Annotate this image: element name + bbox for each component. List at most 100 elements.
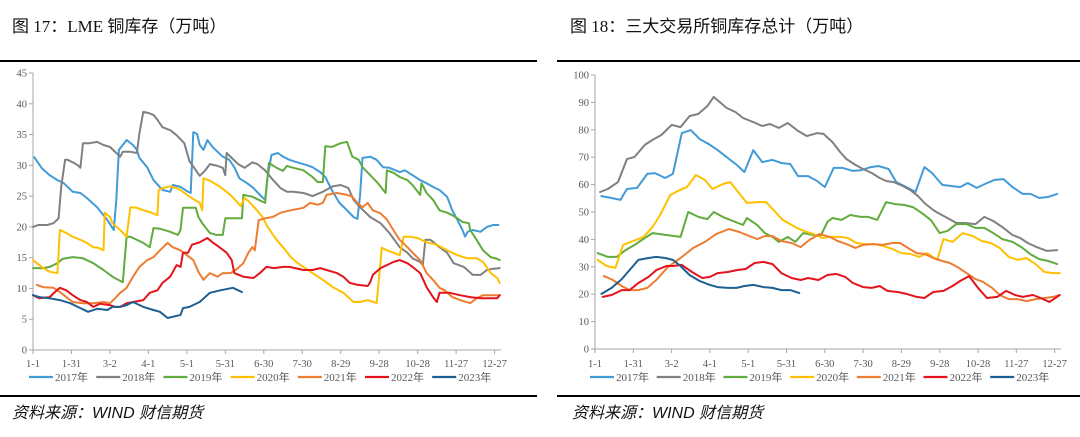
series-line-2017 — [600, 129, 1059, 201]
figure-18-bottom-rule — [557, 395, 1080, 397]
legend-item: 2020年 — [230, 370, 290, 384]
y-tick-label: 80 — [579, 125, 590, 136]
y-tick-label: 100 — [573, 71, 589, 82]
legend-item: 2021年 — [856, 370, 916, 384]
legend-item: 2021年 — [297, 370, 357, 384]
legend-label: 2018年 — [683, 370, 716, 384]
legend-item: 2019年 — [723, 370, 782, 384]
legend-item: 2019年 — [163, 370, 222, 384]
series-line-2018 — [599, 95, 1059, 252]
series-line-2018 — [32, 110, 501, 276]
legend-item: 2018年 — [96, 370, 155, 384]
y-tick-label: 40 — [17, 99, 28, 110]
series-line-2022 — [32, 237, 501, 308]
y-tick-label: 90 — [579, 98, 590, 109]
y-tick-label: 15 — [17, 253, 28, 264]
y-tick-label: 20 — [579, 290, 590, 301]
y-tick-label: 45 — [17, 69, 28, 80]
legend: 2017年 2018年 2019年 2020年 2021年 2022年 2023年 — [29, 370, 491, 384]
legend-label: 2021年 — [883, 370, 916, 384]
x-tick-label: 5-31 — [216, 359, 235, 370]
series-group — [596, 95, 1061, 303]
legend-label: 2023年 — [458, 370, 491, 384]
y-tick-label: 60 — [579, 180, 590, 191]
x-tick-label: 1-1 — [26, 359, 40, 370]
x-tick-label: 5-1 — [180, 359, 194, 370]
series-line-2021 — [35, 192, 501, 305]
x-tick-label: 6-30 — [254, 359, 273, 370]
x-tick-label: 1-1 — [588, 359, 602, 370]
x-tick-label: 3-2 — [665, 359, 679, 370]
x-tick-label: 8-29 — [331, 359, 350, 370]
x-tick-label: 5-31 — [777, 359, 796, 370]
x-tick-label: 10-28 — [405, 359, 430, 370]
legend-label: 2019年 — [749, 370, 782, 384]
series-line-2020 — [32, 177, 501, 305]
legend-label: 2018年 — [122, 370, 155, 384]
series-group — [32, 110, 501, 319]
legend-item: 2017年 — [590, 370, 649, 384]
legend-item: 2023年 — [432, 370, 491, 384]
x-tick-label: 12-27 — [482, 359, 507, 370]
legend-item: 2020年 — [790, 370, 849, 384]
series-line-2023 — [32, 286, 243, 319]
x-tick-label: 1-31 — [624, 359, 643, 370]
legend-item: 2022年 — [923, 370, 983, 384]
x-tick-label: 8-29 — [892, 359, 911, 370]
legend-item: 2023年 — [990, 370, 1049, 384]
x-tick-label: 12-27 — [1042, 359, 1067, 370]
series-line-2023 — [600, 255, 801, 295]
legend-label: 2017年 — [616, 370, 649, 384]
figure-18-top-rule — [557, 60, 1080, 62]
legend-label: 2022年 — [391, 370, 424, 384]
x-tick-label: 1-31 — [62, 359, 81, 370]
y-tick-label: 40 — [579, 235, 590, 246]
x-tick-label: 9-28 — [370, 359, 389, 370]
legend-label: 2017年 — [55, 370, 88, 384]
x-tick-label: 5-1 — [741, 359, 755, 370]
x-tick-label: 4-1 — [141, 359, 155, 370]
x-tick-label: 10-28 — [966, 359, 991, 370]
legend: 2017年 2018年 2019年 2020年 2021年 2022年 2023年 — [590, 370, 1049, 384]
x-tick-label: 3-2 — [103, 359, 117, 370]
x-tick-label: 11-27 — [1004, 359, 1028, 370]
series-line-2021 — [602, 228, 1061, 303]
legend-label: 2021年 — [324, 370, 357, 384]
x-tick-label: 7-30 — [293, 359, 312, 370]
x-tick-label: 7-30 — [853, 359, 872, 370]
lme-copper-inventory-chart: 0 5 10 15 20 25 30 35 40 45 1-1 1-31 3-2 4-1 5-1 5-31 6-… — [17, 69, 507, 385]
y-tick-label: 20 — [17, 222, 28, 233]
y-tick-label: 0 — [22, 346, 27, 357]
three-exchanges-copper-inventory-chart: 0 10 20 30 40 50 60 70 80 90 100 1-1 1-31 3-2 4-1 5-1 5-… — [573, 71, 1067, 385]
legend-item: 2022年 — [365, 370, 424, 384]
x-tick-label: 11-27 — [444, 359, 468, 370]
legend-label: 2020年 — [816, 370, 849, 384]
y-tick-label: 10 — [579, 317, 590, 328]
figure-17-top-rule — [0, 60, 537, 62]
legend-label: 2019年 — [189, 370, 222, 384]
x-tick-label: 9-28 — [930, 359, 949, 370]
x-tick-label: 6-30 — [815, 359, 834, 370]
series-line-2020 — [596, 174, 1061, 275]
figure-17-source: 资料来源：WIND 财信期货 — [12, 405, 204, 422]
y-tick-label: 30 — [17, 161, 28, 172]
figure-17-bottom-rule — [0, 395, 537, 397]
y-tick-label: 35 — [17, 130, 28, 141]
y-tick-label: 10 — [17, 284, 28, 295]
legend-label: 2022年 — [950, 370, 983, 384]
y-tick-label: 5 — [22, 315, 27, 326]
series-line-2017 — [33, 131, 500, 238]
series-line-2019 — [596, 201, 1059, 266]
series-line-2022 — [601, 260, 1061, 303]
x-tick-label: 4-1 — [703, 359, 717, 370]
legend-label: 2023年 — [1016, 370, 1049, 384]
legend-item: 2018年 — [656, 370, 716, 384]
figure-18-title: 图 18：三大交易所铜库存总计（万吨） — [570, 17, 864, 36]
y-tick-label: 50 — [579, 208, 590, 219]
figure-17-title: 图 17：LME 铜库存（万吨） — [12, 17, 227, 36]
legend-item: 2017年 — [29, 370, 88, 384]
y-tick-label: 0 — [584, 345, 589, 356]
series-line-2019 — [32, 140, 501, 284]
figure-18-source: 资料来源：WIND 财信期货 — [572, 405, 764, 422]
